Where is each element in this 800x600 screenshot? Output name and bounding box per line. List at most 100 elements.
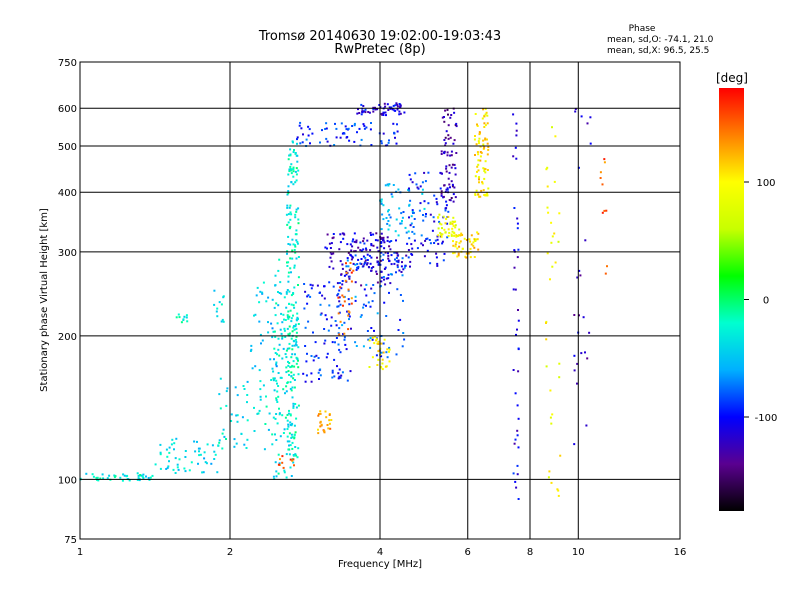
data-point — [549, 416, 552, 419]
data-point — [271, 433, 274, 436]
data-point — [483, 115, 486, 118]
data-point — [456, 247, 459, 250]
data-point — [406, 242, 409, 245]
data-point — [474, 194, 477, 196]
data-point — [380, 198, 383, 201]
data-point — [295, 167, 298, 170]
data-point — [330, 324, 333, 327]
data-point — [385, 114, 387, 117]
data-point — [311, 132, 314, 135]
data-point — [258, 320, 261, 323]
data-point — [397, 329, 400, 331]
data-point — [393, 131, 396, 134]
data-point — [380, 259, 383, 262]
data-point — [259, 398, 262, 401]
data-point — [280, 332, 283, 335]
data-point — [516, 434, 519, 437]
chart-subtitle: RwPretec (8p) — [334, 42, 425, 57]
data-point — [218, 439, 221, 442]
data-point — [292, 314, 294, 317]
data-point — [348, 139, 351, 142]
data-point — [287, 271, 290, 274]
data-point — [378, 262, 381, 265]
data-point — [437, 216, 440, 219]
data-point — [320, 423, 323, 426]
data-point — [287, 360, 289, 363]
data-point — [456, 255, 459, 258]
data-point — [277, 472, 280, 475]
data-point — [325, 122, 328, 125]
data-point — [149, 476, 152, 479]
data-point — [286, 206, 289, 209]
data-point — [198, 454, 201, 457]
data-point — [293, 464, 295, 467]
data-point — [478, 178, 480, 181]
data-point — [275, 397, 278, 400]
data-point — [289, 387, 292, 390]
data-point — [336, 305, 339, 308]
data-point — [474, 175, 477, 178]
data-point — [288, 154, 291, 157]
data-point — [159, 443, 162, 446]
data-point — [397, 259, 400, 262]
data-point — [394, 230, 397, 233]
data-point — [264, 423, 267, 425]
data-point — [166, 455, 169, 458]
data-point — [478, 195, 480, 198]
data-point — [290, 303, 293, 306]
data-point — [401, 274, 404, 277]
data-point — [307, 294, 310, 297]
data-point — [287, 185, 290, 188]
data-point — [317, 428, 319, 431]
data-point — [287, 310, 290, 313]
data-point — [223, 435, 226, 438]
data-point — [554, 261, 557, 264]
data-point — [445, 130, 448, 133]
data-point — [331, 371, 334, 374]
data-point — [393, 262, 396, 265]
data-point — [422, 214, 424, 216]
data-point — [401, 345, 404, 348]
data-point — [319, 425, 322, 428]
phase-stats-heading: Phase — [629, 24, 656, 34]
data-point — [291, 441, 294, 444]
data-point — [396, 288, 399, 291]
data-point — [434, 239, 437, 242]
data-point — [515, 486, 518, 489]
data-point — [101, 473, 104, 476]
data-point — [556, 488, 559, 491]
data-point — [429, 213, 432, 216]
data-point — [345, 270, 348, 273]
data-point — [476, 165, 479, 168]
data-point — [378, 104, 381, 106]
chart-title: Tromsø 20140630 19:02:00-19:03:43 — [258, 29, 501, 44]
data-point — [455, 241, 458, 243]
data-point — [309, 283, 312, 286]
data-point — [549, 389, 552, 392]
data-point — [420, 234, 423, 237]
data-point — [108, 474, 111, 477]
data-point — [335, 127, 338, 130]
data-point — [236, 394, 239, 397]
data-point — [421, 188, 424, 191]
data-point — [433, 220, 436, 223]
data-point — [167, 465, 170, 468]
data-point — [356, 266, 359, 269]
data-point — [291, 249, 294, 252]
data-point — [165, 448, 168, 451]
data-point — [290, 375, 293, 378]
data-point — [589, 116, 592, 119]
data-point — [165, 468, 168, 470]
data-point — [323, 342, 326, 345]
data-point — [297, 323, 300, 325]
data-point — [515, 333, 517, 336]
data-point — [482, 139, 485, 142]
data-point — [558, 376, 561, 379]
data-point — [444, 222, 447, 225]
data-point — [551, 235, 554, 238]
data-point — [295, 233, 298, 236]
data-point — [331, 341, 334, 344]
data-point — [348, 303, 351, 306]
data-point — [355, 345, 358, 347]
data-point — [301, 141, 304, 144]
